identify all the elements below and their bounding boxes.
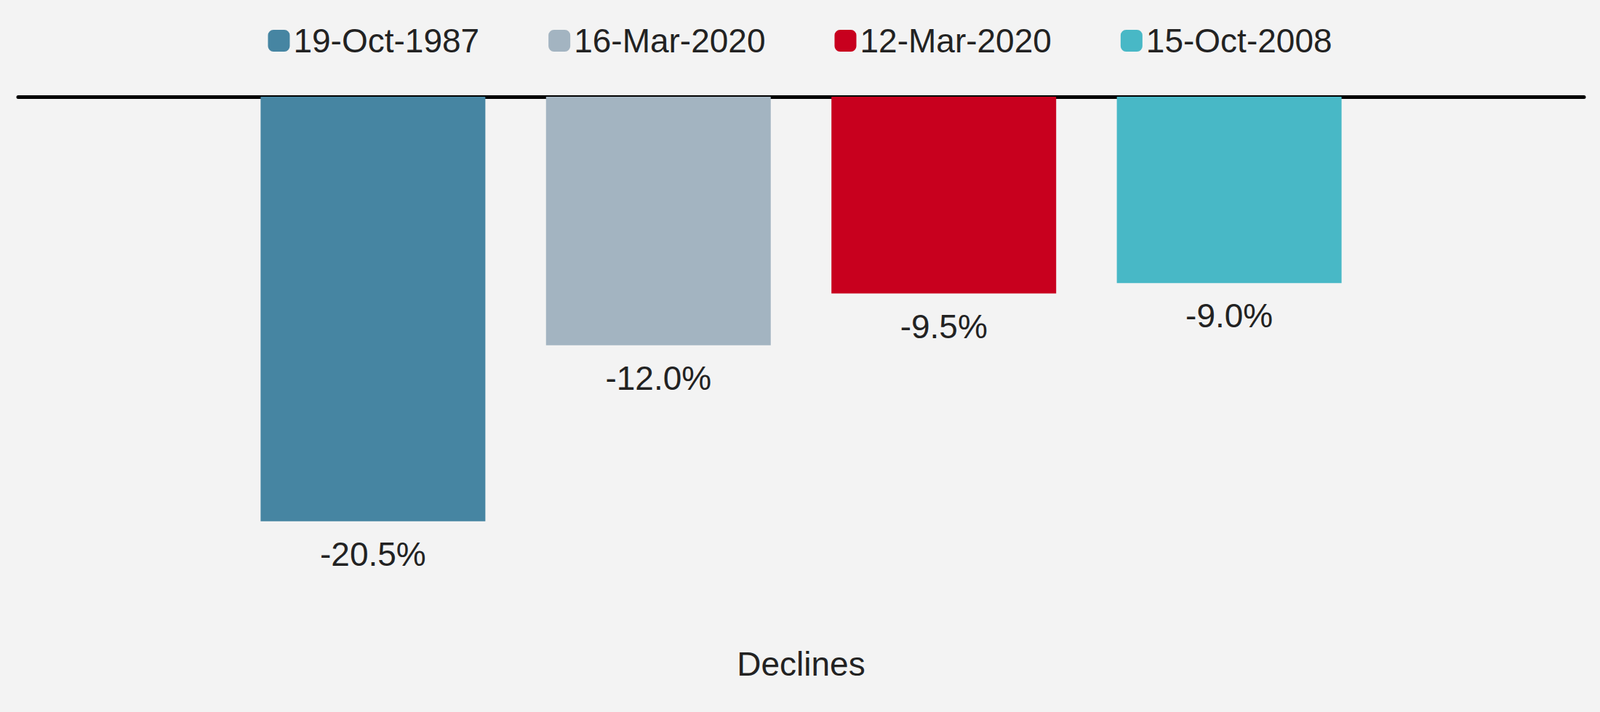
- svg-text:15-Oct-2008: 15-Oct-2008: [1146, 21, 1333, 60]
- svg-text:-20.5%: -20.5%: [320, 535, 427, 574]
- svg-text:-9.5%: -9.5%: [900, 307, 988, 346]
- svg-text:Declines: Declines: [736, 645, 865, 683]
- svg-text:-12.0%: -12.0%: [605, 359, 712, 398]
- svg-text:19-Oct-1987: 19-Oct-1987: [293, 21, 480, 60]
- svg-text:-9.0%: -9.0%: [1185, 296, 1273, 335]
- svg-text:16-Mar-2020: 16-Mar-2020: [573, 21, 766, 60]
- svg-text:12-Mar-2020: 12-Mar-2020: [860, 21, 1052, 60]
